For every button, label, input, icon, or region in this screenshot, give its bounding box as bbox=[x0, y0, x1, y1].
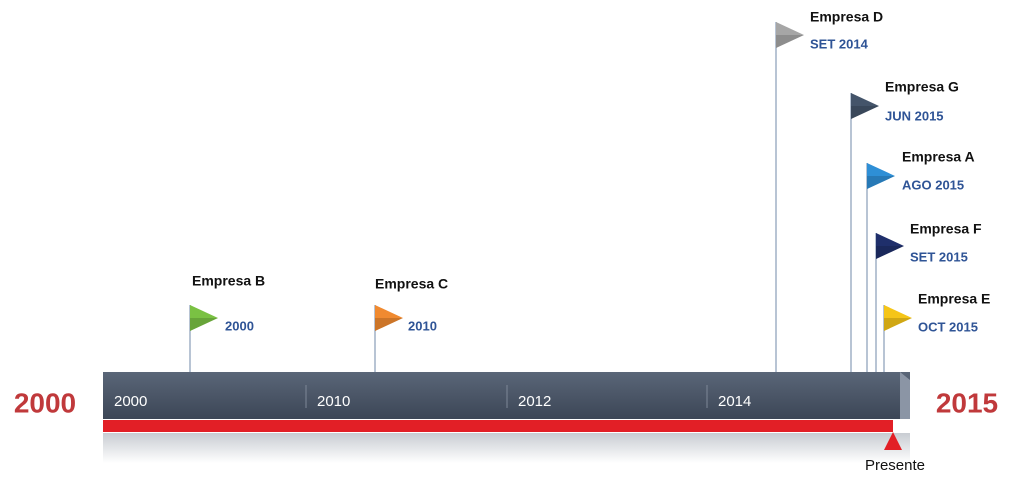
milestone-date: OCT 2015 bbox=[918, 319, 978, 334]
milestone-date: 2000 bbox=[225, 318, 254, 333]
present-marker bbox=[884, 432, 902, 450]
milestone-date: SET 2014 bbox=[810, 36, 869, 51]
flag bbox=[867, 163, 895, 189]
reflection bbox=[103, 433, 910, 463]
flag-shade bbox=[876, 246, 904, 259]
bar-end bbox=[900, 372, 910, 419]
flag-shade bbox=[776, 35, 804, 48]
flag bbox=[884, 305, 912, 331]
milestone-date: AGO 2015 bbox=[902, 177, 964, 192]
milestone-name: Empresa C bbox=[375, 276, 448, 292]
flag-shade bbox=[867, 176, 895, 189]
flag bbox=[876, 233, 904, 259]
end-label: 2015 bbox=[936, 387, 998, 418]
flag-shade bbox=[190, 318, 218, 331]
milestone-name: Empresa D bbox=[810, 9, 883, 25]
axis-label: 2012 bbox=[518, 393, 551, 410]
axis-label: 2014 bbox=[718, 393, 751, 410]
flag-shade bbox=[884, 318, 912, 331]
start-label: 2000 bbox=[14, 387, 76, 418]
axis-label: 2010 bbox=[317, 393, 350, 410]
flag-shade bbox=[375, 318, 403, 331]
milestone-name: Empresa B bbox=[192, 273, 265, 289]
present-label: Presente bbox=[865, 457, 925, 474]
flag bbox=[776, 22, 804, 48]
axis-label: 2000 bbox=[114, 393, 147, 410]
milestone-name: Empresa A bbox=[902, 149, 975, 165]
flag-shade bbox=[851, 106, 879, 119]
milestone-name: Empresa E bbox=[918, 291, 990, 307]
milestone-name: Empresa G bbox=[885, 79, 959, 95]
milestone-date: SET 2015 bbox=[910, 249, 968, 264]
milestone-name: Empresa F bbox=[910, 221, 982, 237]
milestone-date: 2010 bbox=[408, 318, 437, 333]
flag bbox=[190, 305, 218, 331]
progress-line bbox=[103, 420, 893, 432]
milestone-date: JUN 2015 bbox=[885, 108, 944, 123]
flag bbox=[375, 305, 403, 331]
flag bbox=[851, 93, 879, 119]
